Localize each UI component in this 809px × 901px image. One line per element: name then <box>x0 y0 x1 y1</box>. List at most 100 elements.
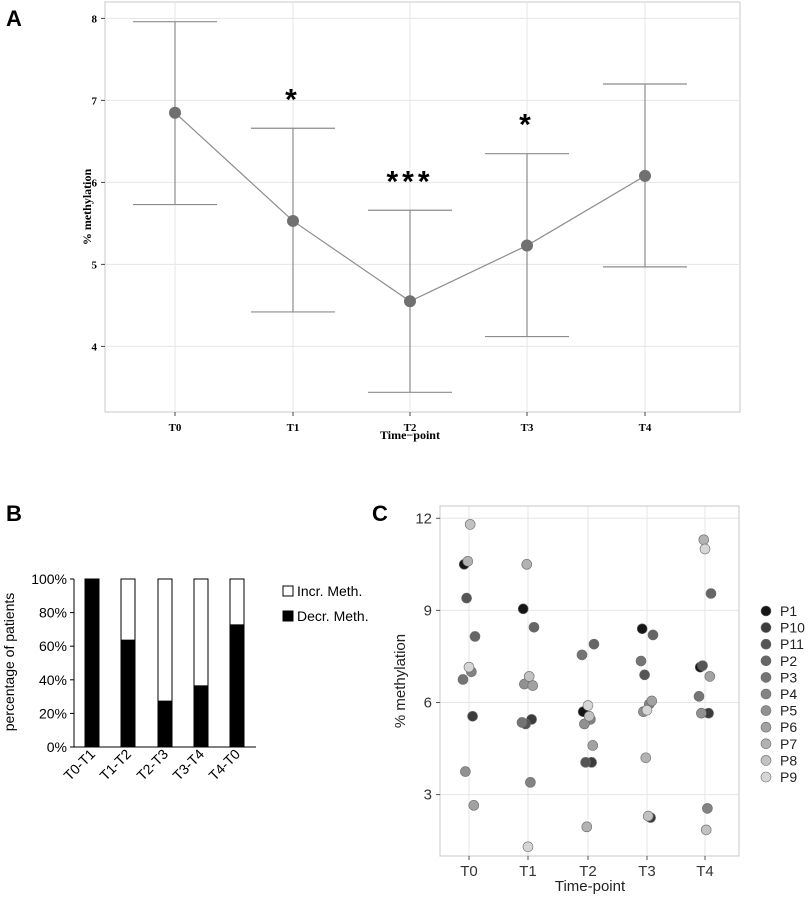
chart-b-legend: Incr. Meth. Decr. Meth. <box>282 583 369 624</box>
significance-marker-T1: * <box>285 83 301 116</box>
scatter-point-P2-T1 <box>528 621 540 633</box>
chart-c-y-axis-label: % methylation <box>392 634 409 728</box>
legend-swatch-decr <box>282 610 294 622</box>
panel-label-a: A <box>6 6 22 31</box>
scatter-point-P9-T1 <box>522 841 534 853</box>
significance-marker-T2: *** <box>386 165 433 198</box>
scatter-point-P8-T3 <box>642 810 654 822</box>
y-tick-label: 80% <box>39 605 67 621</box>
x-tick-label: T0 <box>460 863 478 880</box>
scatter-point-P9-T0 <box>463 661 475 673</box>
scatter-point-P7-T2 <box>581 821 593 833</box>
scatter-point-P1-T3 <box>636 623 648 635</box>
legend-label-P4: P4 <box>780 686 797 702</box>
significance-marker-T3: * <box>519 109 535 142</box>
scatter-point-P5-T2 <box>579 718 590 730</box>
chart-a-significance: ***** <box>285 83 535 198</box>
chart-c-x-axis-label: Time-point <box>555 878 626 895</box>
legend-swatch-incr <box>282 585 294 597</box>
y-tick-label: 8 <box>92 13 98 25</box>
y-tick-label: 12 <box>415 510 432 527</box>
bar-decr-T1-T2 <box>120 639 136 748</box>
scatter-point-P3-T1 <box>516 717 528 728</box>
legend-label-P8: P8 <box>780 752 797 768</box>
scatter-point-P11-T3 <box>639 669 650 681</box>
scatter-point-P7-T1 <box>521 559 533 570</box>
scatter-point-P7-T0 <box>462 555 474 567</box>
scatter-point-P11-T4 <box>697 660 708 671</box>
chart-a-y-ticks: 4 5 6 7 8 <box>92 13 105 353</box>
x-tick-label: T3-T4 <box>169 746 207 784</box>
scatter-point-P5-T0 <box>460 766 471 777</box>
x-tick-label: T1-T2 <box>96 746 134 784</box>
chart-b-y-ticks: 0% 20% 40% 60% 80% 100% <box>31 571 74 755</box>
scatter-point-P6-T2 <box>587 740 599 751</box>
scatter-point-P6-T4 <box>704 671 716 682</box>
legend-label-P5: P5 <box>780 703 797 719</box>
scatter-point-P7-T3 <box>640 752 652 764</box>
x-tick-label: T0 <box>169 422 182 434</box>
y-tick-label: 6 <box>92 177 98 189</box>
x-tick-label: T4-T0 <box>205 746 243 784</box>
legend-label-P11: P11 <box>780 636 804 652</box>
legend-marker-P4 <box>760 688 772 700</box>
legend-marker-P7 <box>760 738 772 750</box>
scatter-point-P11-T0 <box>461 592 472 604</box>
scatter-point-P1-T1 <box>517 603 529 615</box>
scatter-point-P8-T4 <box>700 824 712 836</box>
scatter-point-P2-T0 <box>469 631 481 642</box>
bar-incr-T1-T2 <box>120 578 136 641</box>
chart-a-x-axis-label: Time−point <box>380 428 440 442</box>
x-tick-label: T2-T3 <box>133 746 171 784</box>
legend-label-incr: Incr. Meth. <box>297 583 362 599</box>
chart-a-frame <box>104 1 741 413</box>
chart-a-x-ticks: T0 T1 T2 T3 T4 <box>169 412 652 434</box>
data-point-T4 <box>639 169 651 182</box>
scatter-point-P9-T3 <box>641 704 653 716</box>
legend-label-P3: P3 <box>780 669 797 685</box>
legend-label-decr: Decr. Meth. <box>297 608 369 624</box>
data-point-T2 <box>404 295 416 308</box>
legend-marker-P3 <box>760 672 772 683</box>
bar-decr-T3-T4 <box>193 685 209 748</box>
bar-incr-T4-T0 <box>229 578 245 626</box>
x-tick-label: T1 <box>519 863 537 880</box>
x-tick-label: T1 <box>287 422 300 434</box>
scatter-point-P3-T4 <box>693 691 705 702</box>
legend-marker-P5 <box>760 705 772 716</box>
legend-label-P6: P6 <box>780 719 797 735</box>
scatter-point-P4-T4 <box>702 803 713 814</box>
scatter-point-P3-T0 <box>457 674 469 685</box>
data-point-T1 <box>287 214 299 227</box>
legend-marker-P10 <box>760 622 772 633</box>
legend-marker-P1 <box>760 605 772 617</box>
scatter-point-P6-T1 <box>527 680 539 691</box>
scatter-point-P2-T4 <box>705 588 717 599</box>
scatter-point-P9-T4 <box>699 543 711 555</box>
chart-c-points <box>457 519 717 853</box>
legend-marker-P9 <box>760 771 772 783</box>
chart-c-grid <box>440 506 739 856</box>
chart-a-points <box>169 106 651 308</box>
scatter-point-P3-T2 <box>576 649 588 661</box>
y-tick-label: 60% <box>39 638 67 654</box>
legend-label-P10: P10 <box>780 620 805 636</box>
scatter-point-P6-T3 <box>646 695 658 707</box>
y-tick-label: 20% <box>39 705 67 721</box>
chart-c-frame <box>439 505 740 857</box>
scatter-point-P9-T2 <box>582 700 594 711</box>
scatter-point-P6-T0 <box>468 800 480 811</box>
x-tick-label: T3 <box>638 863 656 880</box>
bar-incr-T2-T3 <box>157 578 173 702</box>
legend-label-P9: P9 <box>780 769 797 785</box>
scatter-point-P2-T2 <box>588 638 600 650</box>
data-point-T3 <box>521 239 533 252</box>
scatter-point-P11-T2 <box>580 757 591 768</box>
legend-label-P1: P1 <box>780 603 797 619</box>
legend-marker-P11 <box>760 638 772 650</box>
x-tick-label: T4 <box>696 863 714 880</box>
scatter-point-P8-T1 <box>523 671 535 682</box>
legend-marker-P2 <box>760 655 772 667</box>
y-tick-label: 0% <box>47 739 67 755</box>
